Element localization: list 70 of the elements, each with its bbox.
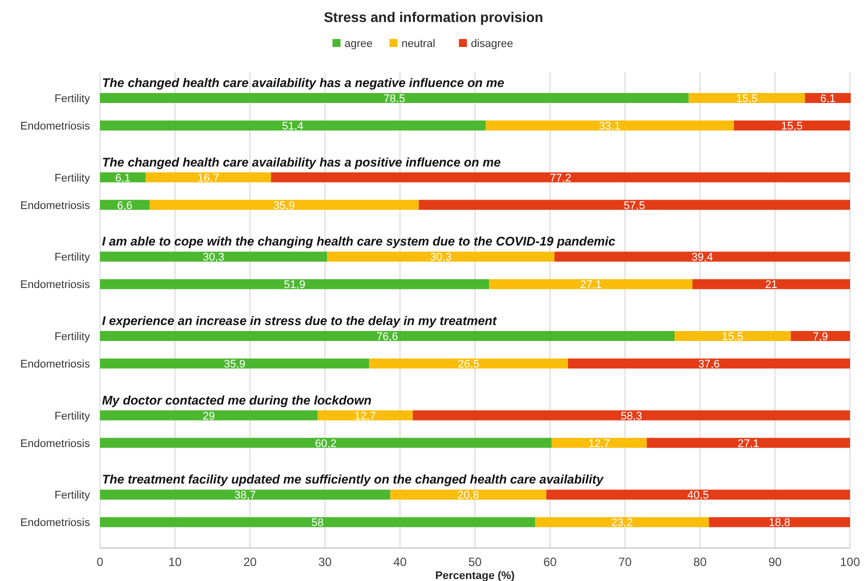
data-label: 26,5 bbox=[458, 358, 480, 370]
data-label: 30,3 bbox=[202, 252, 224, 264]
annotation: The changed health care availability has a positive influence on me bbox=[102, 155, 501, 170]
data-label: 15,5 bbox=[722, 331, 744, 343]
x-tick-label: 100 bbox=[840, 555, 860, 569]
y-tick-label: Fertility bbox=[54, 172, 90, 184]
data-label: 33,1 bbox=[598, 120, 620, 132]
data-label: 12,7 bbox=[354, 410, 376, 422]
data-label: 35,9 bbox=[224, 358, 246, 370]
y-tick-label: Fertility bbox=[54, 331, 90, 343]
y-tick-label: Endometriosis bbox=[20, 200, 90, 212]
data-label: 27,1 bbox=[580, 279, 602, 292]
data-label: 78,5 bbox=[384, 93, 406, 105]
annotation: I experience an increase in stress due to the delay in my treatment bbox=[102, 314, 498, 328]
data-label: 38,7 bbox=[234, 490, 256, 502]
data-label: 51,9 bbox=[284, 279, 306, 292]
data-label: 57,5 bbox=[624, 200, 646, 212]
data-label: 23,2 bbox=[611, 517, 633, 530]
legend-label: disagree bbox=[470, 38, 514, 50]
data-label: 30,3 bbox=[430, 252, 452, 264]
data-label: 29 bbox=[202, 410, 215, 422]
y-tick-label: Endometriosis bbox=[20, 517, 90, 530]
annotation: The changed health care availability has a negative influence on me bbox=[102, 76, 504, 90]
y-tick-label: Fertility bbox=[54, 410, 90, 422]
y-tick-label: Endometriosis bbox=[20, 358, 90, 370]
data-label: 20,8 bbox=[458, 490, 479, 502]
data-label: 27,1 bbox=[738, 438, 760, 450]
data-label: 18,8 bbox=[768, 517, 790, 530]
data-label: 58 bbox=[311, 517, 324, 530]
y-tick-label: Endometriosis bbox=[20, 438, 90, 450]
x-tick-label: 50 bbox=[468, 555, 482, 569]
data-label: 15,5 bbox=[781, 120, 803, 132]
chart-title: Stress and information provision bbox=[324, 9, 544, 25]
legend-label: neutral bbox=[402, 38, 436, 50]
y-tick-label: Fertility bbox=[54, 490, 90, 502]
y-tick-label: Fertility bbox=[54, 93, 90, 105]
data-label: 51,4 bbox=[282, 120, 304, 132]
x-tick-label: 80 bbox=[693, 555, 707, 569]
y-tick-label: Fertility bbox=[54, 252, 90, 264]
data-label: 7,9 bbox=[812, 331, 828, 343]
data-label: 6,6 bbox=[117, 200, 132, 212]
data-label: 39,4 bbox=[692, 252, 713, 264]
y-tick-label: Endometriosis bbox=[20, 279, 90, 292]
data-label: 35,9 bbox=[273, 200, 295, 212]
x-tick-label: 90 bbox=[768, 555, 782, 569]
data-label: 15,5 bbox=[736, 93, 758, 105]
y-tick-label: Endometriosis bbox=[20, 120, 90, 132]
x-tick-label: 70 bbox=[618, 555, 632, 569]
data-label: 21 bbox=[765, 279, 778, 292]
legend-label: agree bbox=[344, 38, 373, 50]
annotation: The treatment facility updated me sufficiently on the changed health care availability bbox=[102, 472, 604, 487]
x-tick-label: 20 bbox=[243, 555, 257, 569]
data-label: 77,2 bbox=[550, 172, 572, 184]
annotation: My doctor contacted me during the lockdown bbox=[102, 393, 372, 408]
data-label: 40,5 bbox=[687, 490, 709, 502]
x-tick-label: 40 bbox=[393, 555, 407, 569]
x-tick-label: 30 bbox=[318, 555, 332, 569]
x-axis-title: Percentage (%) bbox=[435, 570, 516, 581]
data-label: 16,7 bbox=[198, 172, 220, 184]
data-label: 60,2 bbox=[315, 438, 336, 450]
data-label: 58,3 bbox=[620, 410, 642, 422]
annotation: I am able to cope with the changing health care system due to the COVID-19 pandemic bbox=[102, 234, 616, 249]
data-label: 6,1 bbox=[115, 172, 131, 184]
x-tick-label: 10 bbox=[168, 555, 182, 569]
data-label: 12,7 bbox=[588, 438, 610, 450]
data-label: 6,1 bbox=[820, 93, 836, 105]
data-label: 37,6 bbox=[698, 358, 720, 370]
x-tick-label: 60 bbox=[543, 555, 557, 569]
data-label: 76,6 bbox=[376, 331, 398, 343]
x-tick-label: 0 bbox=[96, 555, 104, 569]
